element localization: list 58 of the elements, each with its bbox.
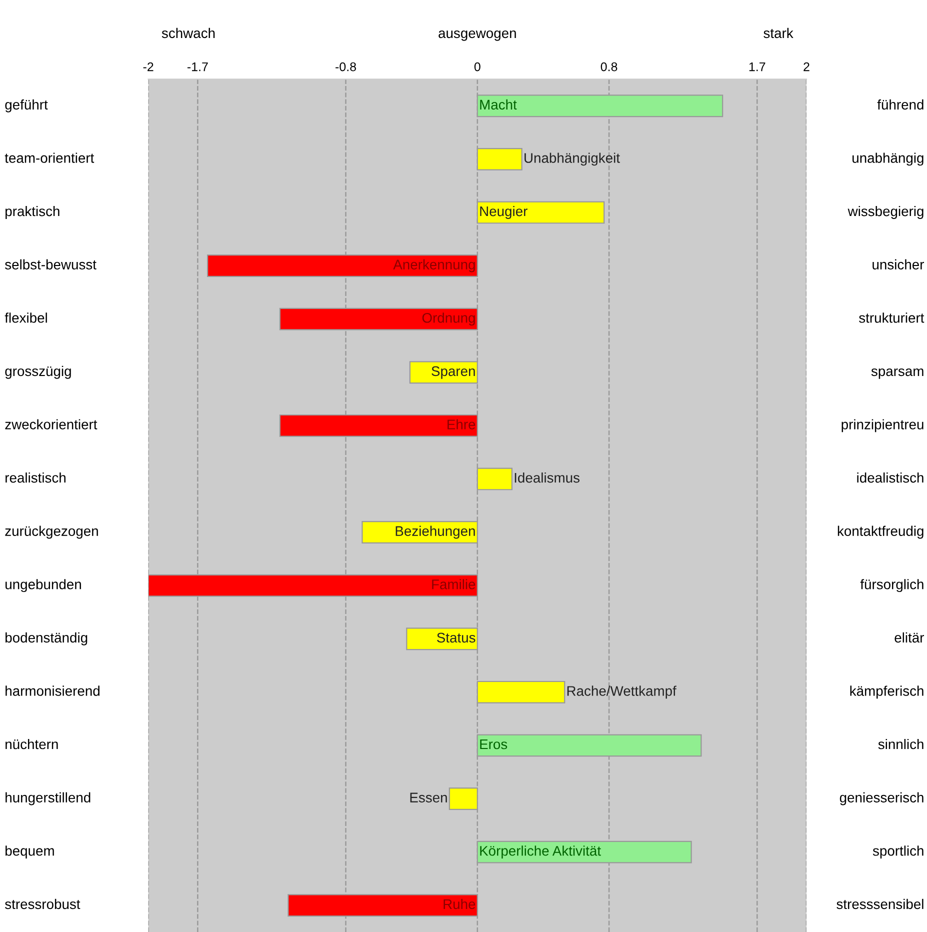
x-tick-label: -0.8 — [336, 62, 356, 72]
y-tick-label: flexibel — [4, 312, 47, 323]
data-label: Eros — [480, 739, 508, 750]
text: stresssensibel — [836, 898, 924, 910]
x-tick-label: -2 — [143, 62, 154, 72]
y-tick-label: selbst-bewusst — [5, 259, 96, 270]
text: schwach — [162, 28, 215, 38]
text: prinzipientreu — [842, 419, 924, 432]
text: elitär — [894, 632, 924, 643]
x-tick-label: 0.8 — [600, 62, 618, 72]
text: kontaktfreudig — [838, 526, 924, 539]
y-tick-label: praktisch — [6, 206, 60, 219]
x-tick-label: 2 — [804, 62, 810, 72]
data-label: Anerkennung — [393, 259, 475, 272]
x-tick-label: -1.7 — [187, 62, 208, 72]
text: stark — [764, 28, 794, 38]
text: kämpferisch — [850, 686, 924, 699]
y-tick-label: hungerstillend — [6, 792, 90, 806]
text: sportlich — [872, 846, 924, 859]
y-tick-label: zweckorientiert — [5, 419, 98, 430]
data-label: Ordnung — [422, 312, 475, 326]
text: sinnlich — [878, 738, 924, 750]
y-tick-label: stressrobust — [5, 898, 80, 910]
text: strukturiert — [859, 312, 924, 323]
text: fürsorglich — [860, 579, 924, 592]
data-label: Beziehungen — [396, 526, 475, 539]
y-tick-label: geführt — [5, 99, 48, 112]
data-label: Status — [437, 632, 476, 643]
text: sparsam — [871, 368, 924, 379]
text: geniesserisch — [840, 792, 924, 806]
text: unsicher — [872, 259, 924, 270]
x-tick-label: 0 — [474, 62, 480, 72]
x-tick-label: 1.7 — [749, 62, 766, 72]
data-label: Unabhängigkeit — [524, 152, 620, 166]
data-label: Idealismus — [514, 472, 580, 483]
data-label: Ehre — [448, 419, 476, 430]
text: führend — [877, 99, 924, 110]
data-label: Rache/Wettkampf — [567, 686, 676, 699]
y-tick-label: bodenständig — [6, 632, 88, 646]
text: wissbegierig — [848, 206, 924, 219]
y-tick-label: bequem — [6, 846, 54, 859]
y-tick-label: realistisch — [6, 472, 66, 483]
y-tick-label: harmonisierend — [6, 686, 100, 696]
data-label: Neugier — [480, 206, 528, 219]
y-tick-label: grosszügig — [5, 366, 71, 379]
text: unabhängig — [852, 152, 924, 166]
text: idealistisch — [857, 472, 924, 483]
y-tick-label: zurückgezogen — [5, 526, 98, 539]
data-label: Körperliche Aktivität — [480, 846, 601, 859]
data-label: Essen — [410, 792, 447, 802]
data-label: Macht — [480, 99, 517, 110]
y-tick-label: nüchtern — [6, 738, 58, 750]
y-tick-label: ungebunden — [6, 579, 81, 592]
data-label: Sparen — [432, 366, 475, 379]
y-tick-label: team-orientiert — [4, 152, 94, 163]
data-label: Ruhe — [444, 898, 476, 910]
data-label: Familie — [432, 579, 476, 590]
text: ausgewogen — [438, 30, 516, 41]
